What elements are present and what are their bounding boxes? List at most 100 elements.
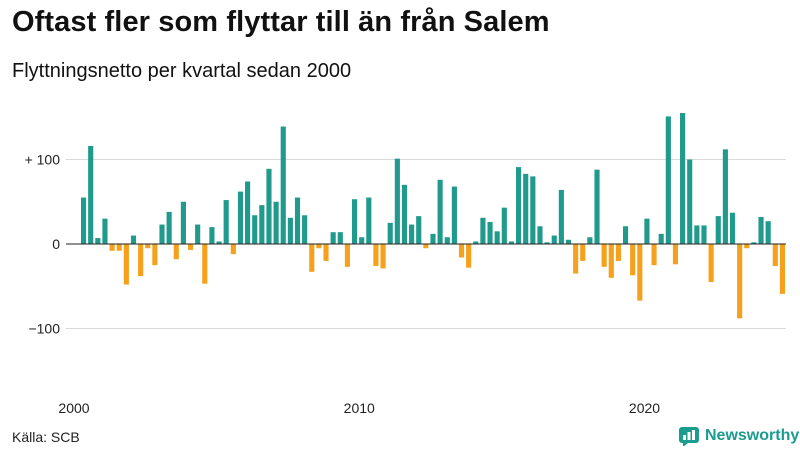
bar — [202, 244, 208, 284]
bar — [444, 237, 450, 244]
bar — [758, 216, 764, 244]
bar — [351, 199, 358, 244]
bar — [81, 197, 87, 245]
bar — [209, 227, 215, 244]
bar — [230, 244, 236, 255]
bar — [587, 237, 593, 244]
bar — [779, 244, 785, 294]
x-tick-label: 2000 — [58, 400, 89, 416]
bar — [266, 168, 272, 244]
bar — [409, 224, 415, 244]
bar — [109, 244, 115, 251]
bar — [765, 221, 771, 244]
bar — [180, 201, 186, 244]
bar — [302, 215, 308, 244]
bar — [715, 216, 721, 244]
source-note: Källa: SCB — [12, 429, 80, 445]
bar — [494, 231, 500, 244]
bar — [423, 244, 429, 249]
bar — [195, 224, 201, 244]
bar — [565, 239, 572, 244]
bar — [651, 244, 657, 266]
bar — [394, 158, 400, 244]
bar — [501, 207, 507, 244]
x-tick-label: 2010 — [344, 400, 375, 416]
bar — [544, 242, 550, 244]
bar — [273, 201, 279, 244]
bar — [594, 169, 600, 244]
bar — [530, 176, 536, 244]
bar — [330, 232, 336, 244]
bar — [116, 244, 122, 251]
newsworthy-logo: Newsworthy — [679, 425, 799, 447]
bar — [687, 159, 693, 244]
bar — [466, 244, 472, 268]
bar — [772, 244, 778, 266]
bar — [252, 215, 258, 244]
bar — [516, 167, 522, 244]
bar — [359, 237, 365, 244]
bar — [551, 235, 557, 244]
bar — [380, 244, 386, 269]
bar — [102, 218, 108, 244]
bar — [373, 244, 379, 266]
bar — [337, 232, 343, 244]
bar — [416, 216, 422, 244]
bar — [237, 191, 244, 244]
bar — [159, 224, 165, 244]
y-tick-label: + 100 — [25, 152, 61, 168]
bar — [637, 244, 643, 301]
bar — [187, 244, 194, 250]
bar — [223, 200, 229, 244]
bar — [216, 241, 222, 245]
bar — [88, 145, 94, 244]
bar — [473, 241, 479, 245]
bar — [138, 244, 144, 277]
bar — [401, 184, 408, 244]
bar — [672, 244, 679, 265]
bar — [387, 222, 393, 245]
newsworthy-icon — [679, 427, 699, 446]
chart-subtitle: Flyttningsnetto per kvartal sedan 2000 — [12, 60, 352, 82]
bar — [508, 241, 515, 245]
bar — [751, 242, 757, 244]
bar — [245, 181, 251, 244]
bar — [145, 244, 151, 249]
bar — [665, 116, 671, 244]
bar — [680, 113, 686, 244]
bar — [630, 244, 636, 276]
bar — [537, 226, 543, 244]
bar — [430, 233, 436, 244]
bar — [487, 222, 493, 244]
bar — [280, 126, 286, 244]
bar — [166, 211, 172, 244]
bar — [573, 244, 579, 274]
bar — [152, 244, 158, 266]
bar — [323, 244, 329, 261]
bar — [437, 179, 443, 244]
bar — [287, 217, 293, 245]
bar — [451, 186, 457, 244]
bar — [615, 244, 621, 261]
bar — [580, 244, 586, 261]
bar — [123, 244, 129, 285]
chart-title: Oftast fler som flyttar till än från Sal… — [12, 6, 550, 38]
y-tick-label: −100 — [28, 321, 60, 337]
bar — [294, 197, 301, 245]
bar — [658, 233, 664, 244]
bar — [694, 225, 700, 244]
bar — [309, 244, 315, 272]
y-tick-label: 0 — [52, 236, 60, 252]
bar — [458, 244, 465, 258]
bar — [601, 244, 607, 267]
bar — [344, 244, 350, 267]
brand-name: Newsworthy — [705, 427, 800, 444]
bar — [95, 238, 101, 245]
bar — [701, 225, 707, 244]
bar — [366, 197, 372, 245]
bar — [173, 244, 179, 260]
bar — [558, 189, 564, 244]
bar — [622, 226, 629, 244]
x-tick-label: 2020 — [629, 400, 660, 416]
